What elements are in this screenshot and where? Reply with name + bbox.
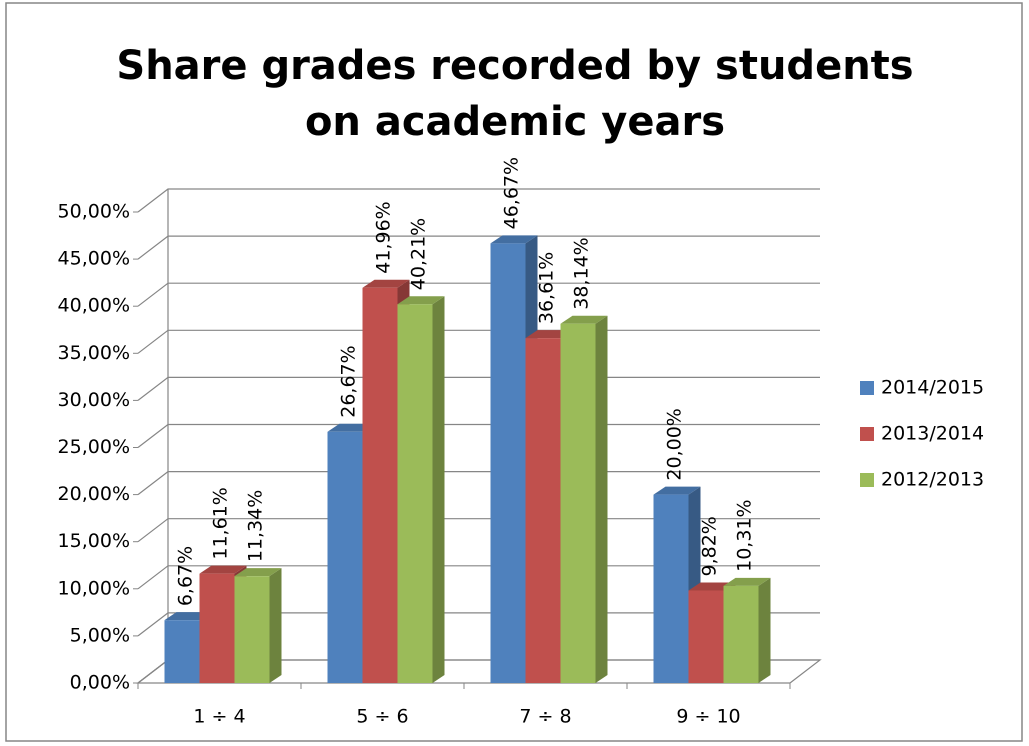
bar-front	[397, 304, 433, 683]
y-tick-label: 25,00%	[58, 436, 130, 458]
grid-line	[137, 235, 820, 260]
x-tick-label: 9 ÷ 10	[676, 706, 740, 728]
x-tick-label: 7 ÷ 8	[519, 706, 571, 728]
bar-front	[362, 287, 398, 683]
bar-front	[653, 494, 689, 683]
value-label: 10,31%	[734, 499, 756, 571]
value-label: 11,61%	[210, 487, 232, 559]
value-label: 38,14%	[571, 237, 593, 309]
bar	[397, 296, 445, 683]
x-tick-label: 5 ÷ 6	[356, 706, 408, 728]
bar-top	[490, 235, 538, 244]
bar	[723, 577, 771, 683]
y-tick-label: 35,00%	[58, 342, 130, 364]
legend-label: 2014/2015	[881, 377, 984, 399]
legend-swatch	[860, 473, 874, 487]
bar-top	[362, 279, 410, 288]
bar-top	[653, 486, 701, 495]
value-label: 40,21%	[408, 218, 430, 290]
bar-front	[490, 243, 526, 684]
y-tick-label: 30,00%	[58, 389, 130, 411]
bar-top	[234, 568, 282, 577]
y-tick-label: 10,00%	[58, 577, 130, 599]
value-label: 9,82%	[699, 516, 721, 576]
value-label: 6,67%	[175, 546, 197, 606]
grid-line	[137, 188, 820, 213]
legend-swatch	[860, 381, 874, 395]
y-tick-label: 0,00%	[70, 672, 130, 694]
bar-top	[560, 315, 608, 324]
bar-side	[758, 577, 771, 683]
y-tick-label: 15,00%	[58, 530, 130, 552]
bar	[560, 315, 608, 683]
value-label: 36,61%	[536, 252, 558, 324]
y-tick-label: 50,00%	[58, 201, 130, 223]
bar-front	[234, 576, 270, 683]
bar-top	[723, 577, 771, 586]
y-tick-label: 20,00%	[58, 483, 130, 505]
bar-side	[432, 296, 445, 683]
bar-front	[199, 573, 235, 683]
bar-side	[595, 315, 608, 683]
bar-front	[327, 431, 363, 683]
bar-front	[723, 585, 759, 683]
bar-top	[199, 565, 247, 574]
x-tick-label: 1 ÷ 4	[193, 706, 245, 728]
bar-top	[397, 296, 445, 305]
y-tick-label: 40,00%	[58, 295, 130, 317]
legend-swatch	[860, 427, 874, 441]
value-label: 11,34%	[245, 490, 267, 562]
bar	[234, 568, 282, 683]
value-label: 46,67%	[501, 157, 523, 229]
grid-line	[137, 282, 820, 307]
legend-label: 2012/2013	[881, 469, 984, 491]
value-label: 41,96%	[373, 201, 395, 273]
chart-title: Share grades recorded by students on aca…	[116, 43, 914, 145]
value-label: 26,67%	[338, 345, 360, 417]
y-tick-label: 45,00%	[58, 248, 130, 270]
value-label: 20,00%	[664, 408, 686, 480]
legend-label: 2013/2014	[881, 423, 984, 445]
bar-front	[525, 338, 561, 683]
bar-front	[560, 323, 596, 683]
bar-front	[688, 590, 724, 683]
y-tick-label: 5,00%	[70, 624, 130, 646]
bar-side	[269, 568, 282, 683]
bar-front	[164, 620, 200, 683]
